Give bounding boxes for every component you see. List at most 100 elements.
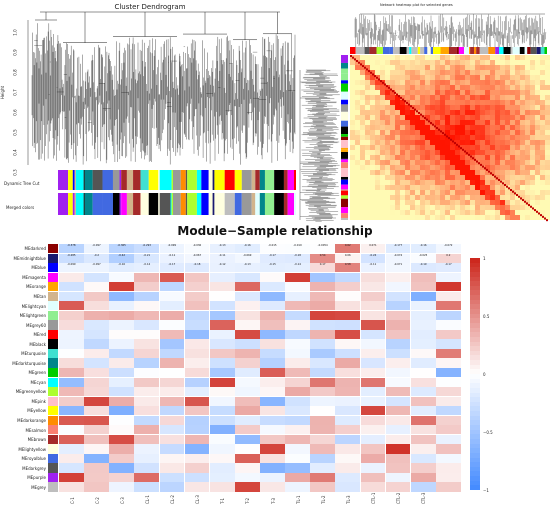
correlation-cell	[335, 358, 361, 368]
correlation-cell	[285, 310, 310, 320]
correlation-cell	[159, 482, 185, 492]
module-color-swatch	[48, 244, 58, 254]
sample-label: C-3	[119, 497, 125, 504]
module-color-swatch	[48, 282, 58, 292]
correlation-cell	[234, 425, 260, 435]
correlation-cell: -0.11	[209, 253, 235, 263]
sample-label: TL-3	[345, 495, 351, 504]
correlation-cell	[59, 472, 84, 483]
correlation-cell	[234, 463, 260, 473]
correlation-cell	[335, 329, 361, 340]
correlation-cell	[159, 472, 185, 483]
correlation-cell	[335, 320, 361, 330]
correlation-cell	[260, 310, 285, 320]
correlation-cell	[435, 482, 461, 492]
correlation-cell	[59, 329, 84, 340]
correlation-cell	[134, 463, 160, 473]
colorbar-step	[470, 341, 480, 347]
colorbar-step	[470, 401, 480, 407]
correlation-cell	[234, 348, 260, 359]
correlation-cell	[134, 415, 160, 425]
correlation-cell	[209, 406, 235, 416]
correlation-cell	[310, 377, 336, 387]
correlation-cell	[310, 396, 336, 406]
correlation-cell	[84, 291, 109, 301]
correlation-cell	[285, 434, 310, 444]
correlation-cell	[385, 301, 411, 311]
colorbar-step	[470, 360, 480, 366]
correlation-cell	[59, 434, 84, 444]
correlation-cell	[285, 425, 310, 435]
module-color-swatch	[48, 301, 58, 311]
correlation-cell	[335, 482, 361, 492]
correlation-cell	[285, 272, 310, 282]
correlation-cell	[159, 453, 185, 464]
sample-label: TL-2	[320, 495, 326, 504]
correlation-cell	[209, 425, 235, 435]
correlation-cell	[209, 396, 235, 406]
correlation-cell: -0.069	[234, 253, 260, 263]
correlation-cell	[184, 434, 210, 444]
colorbar-step	[470, 355, 480, 361]
module-label: MEtan	[33, 293, 46, 299]
correlation-cell	[134, 329, 160, 340]
correlation-cell	[410, 406, 436, 416]
correlation-cell: -0.19	[410, 263, 436, 273]
module-label: MElightyellow	[18, 446, 46, 452]
colorbar-step	[470, 281, 480, 287]
correlation-cell	[385, 329, 411, 340]
colorbar-step	[470, 387, 480, 393]
correlation-cell: -0.16	[234, 244, 260, 254]
correlation-cell	[134, 472, 160, 483]
correlation-cell	[285, 348, 310, 359]
colorbar-step	[470, 295, 480, 301]
correlation-cell	[59, 444, 84, 454]
correlation-cell	[435, 387, 461, 397]
colorbar-step	[470, 438, 480, 444]
correlation-cell: -0.12	[209, 263, 235, 273]
module-color-swatch	[48, 253, 58, 263]
correlation-cell	[285, 415, 310, 425]
module-label: MEsalmon	[25, 427, 46, 433]
correlation-cell	[209, 329, 235, 340]
colorbar-tick: 0	[483, 372, 486, 377]
correlation-cell	[335, 444, 361, 454]
correlation-cell	[84, 320, 109, 330]
correlation-cell: -0.074	[385, 253, 411, 263]
colorbar-tick: 1	[483, 256, 486, 261]
correlation-cell	[435, 406, 461, 416]
correlation-cell: -0.019	[285, 244, 310, 254]
correlation-cell	[285, 444, 310, 454]
correlation-cell	[184, 291, 210, 301]
sample-label: C-1	[69, 497, 75, 504]
correlation-cell	[335, 348, 361, 359]
correlation-cell	[84, 339, 109, 349]
correlation-cell	[84, 444, 109, 454]
correlation-cell: -0.24	[360, 253, 386, 263]
colorbar-step	[470, 364, 480, 370]
correlation-cell	[410, 396, 436, 406]
correlation-cell	[109, 472, 135, 483]
correlation-cell	[310, 387, 336, 397]
colorbar-step	[470, 457, 480, 463]
correlation-cell	[385, 377, 411, 387]
correlation-cell	[310, 282, 336, 292]
correlation-cell	[59, 348, 84, 359]
correlation-cell	[260, 348, 285, 359]
colorbar-step	[470, 299, 480, 305]
correlation-cell	[360, 387, 386, 397]
module-color-swatch	[48, 320, 58, 330]
dynamic-tree-cut-label: Dynamic Tree Cut	[4, 181, 40, 186]
sample-label: CL-3	[195, 495, 201, 504]
sample-label: CTL-2	[396, 492, 402, 504]
correlation-cell	[285, 387, 310, 397]
correlation-cell	[410, 310, 436, 320]
correlation-cell: -0.17	[159, 263, 185, 273]
correlation-cell	[360, 463, 386, 473]
correlation-cell	[84, 310, 109, 320]
correlation-cell: -0.13	[234, 263, 260, 273]
correlation-cell	[209, 301, 235, 311]
correlation-cell	[159, 377, 185, 387]
correlation-cell	[59, 415, 84, 425]
colorbar-step	[470, 332, 480, 338]
